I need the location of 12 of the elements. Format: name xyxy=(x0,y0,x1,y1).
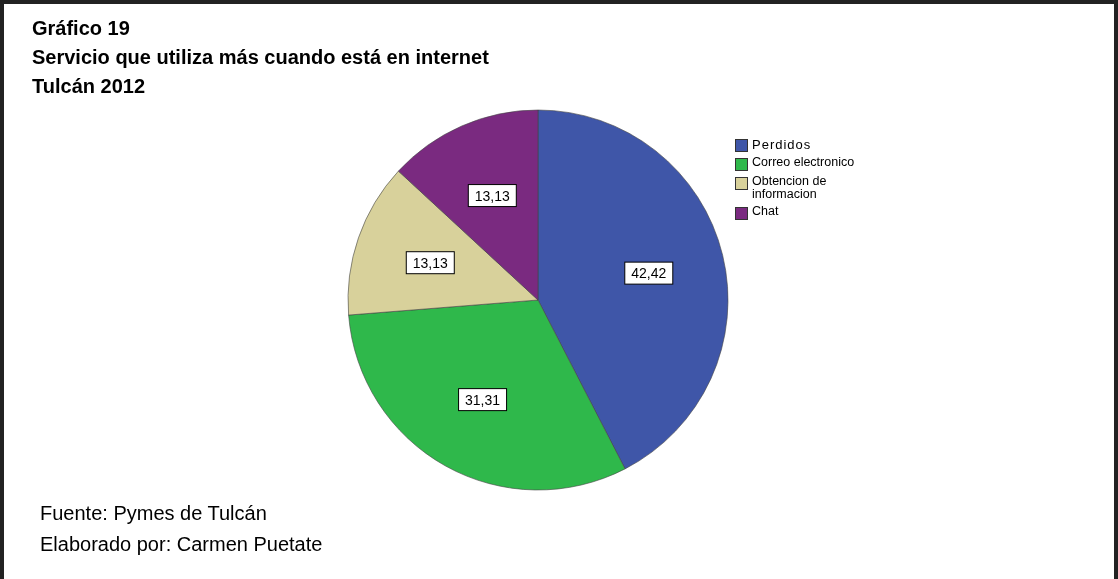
data-label: 42,42 xyxy=(631,265,667,282)
legend-label: Obtencion de informacion xyxy=(752,174,828,201)
legend-label: Chat xyxy=(752,204,779,218)
text: Gráfico 19 xyxy=(32,16,131,41)
text: Elaborado por: Carmen Puetate xyxy=(40,532,323,557)
data-label: 13,13 xyxy=(474,187,511,204)
chart-subtitle: Servicio que utiliza más cuando está en internet Tulcán 2012 xyxy=(32,45,489,99)
data-label: 13,13 xyxy=(412,254,448,271)
legend-label: Perdidos xyxy=(752,137,812,152)
source-note: Fuente: Pymes de Tulcán xyxy=(40,501,268,526)
data-label: 31,31 xyxy=(465,391,501,408)
legend-label: Correo electronico xyxy=(752,155,855,169)
